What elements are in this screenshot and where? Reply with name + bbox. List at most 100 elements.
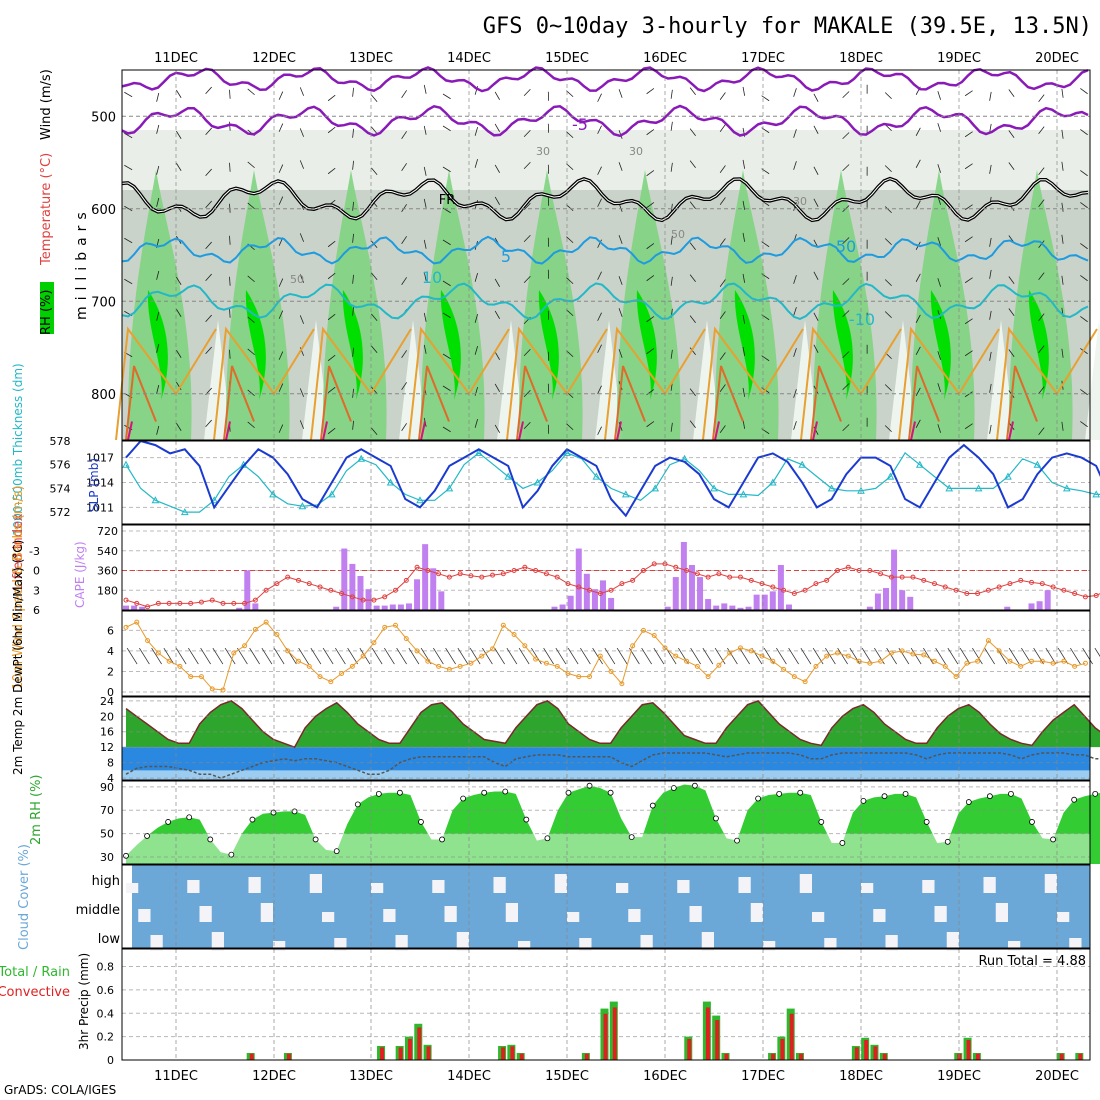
wind-barb xyxy=(689,388,696,396)
wind-barb xyxy=(793,88,797,97)
wind-barb xyxy=(793,275,797,284)
thickness-series-line xyxy=(125,452,1100,513)
surface-wind-barb xyxy=(800,647,812,665)
temperature-area xyxy=(126,700,1100,748)
thickness-point xyxy=(298,502,307,510)
li-point xyxy=(1007,581,1013,587)
wind-barb xyxy=(423,344,427,354)
temp-contour-15 xyxy=(604,326,706,441)
wind-barb xyxy=(1061,234,1064,244)
wind-barb xyxy=(719,197,726,205)
cloud-cover-bar xyxy=(1008,941,1021,951)
surface-wind-barb xyxy=(1057,647,1069,665)
wind-barb xyxy=(442,385,451,392)
tick-label-thickness: 578 xyxy=(50,435,71,448)
axis-label-temp2m: 2m Temp 2m DewPt (6hr Min/Max) (°C) xyxy=(11,540,25,775)
wind-barb xyxy=(327,427,336,435)
wind-barb xyxy=(842,164,850,172)
rh2m-point xyxy=(1050,836,1056,843)
thickness-point xyxy=(151,496,160,504)
li-point xyxy=(824,577,830,583)
wind-barb xyxy=(1080,170,1088,177)
wind-barb xyxy=(205,86,212,95)
wind-barb xyxy=(1080,243,1088,250)
wind-barb xyxy=(597,385,602,394)
li-point xyxy=(1018,577,1024,583)
li-point xyxy=(1039,581,1045,587)
thickness-point xyxy=(504,472,513,480)
wind-speed-point xyxy=(360,653,366,659)
surface-wind-barb xyxy=(616,647,628,665)
surface-wind-barb xyxy=(408,647,420,665)
wind-barb xyxy=(1008,308,1015,316)
cloud-cover-bar xyxy=(150,935,163,951)
tick-label: 500 xyxy=(91,110,116,125)
precip-convective-bar xyxy=(584,1053,589,1060)
wind-speed-point xyxy=(845,653,851,659)
cape-bar xyxy=(753,594,760,610)
cape-bar xyxy=(373,605,380,610)
li-point xyxy=(802,587,808,593)
surface-wind-barb xyxy=(433,647,444,665)
wind-barb xyxy=(442,125,451,132)
wind-barb xyxy=(278,424,284,433)
tick-label-li: 0 xyxy=(33,565,40,578)
temp-contour-20 xyxy=(712,365,744,441)
cloud-cover-bar xyxy=(689,906,702,922)
rh2m-point xyxy=(354,801,361,808)
surface-wind-barb xyxy=(702,647,714,665)
wind-barb xyxy=(842,351,850,359)
wind-barb xyxy=(176,276,182,285)
surface-wind-barb xyxy=(1008,647,1020,665)
wind-barb xyxy=(793,348,797,357)
wind-barb xyxy=(327,354,336,362)
wind-barb xyxy=(566,350,574,358)
cloud-cover-bar xyxy=(554,874,567,893)
temp-contour-20 xyxy=(125,365,157,441)
wind-barb xyxy=(371,345,378,354)
wind-barb xyxy=(646,243,655,250)
rh2m-point xyxy=(165,819,172,825)
wind-barb xyxy=(689,274,696,282)
wind-barb xyxy=(964,236,973,243)
cloud-cover-bar xyxy=(211,932,224,951)
wind-barb xyxy=(964,423,973,430)
wind-barb xyxy=(176,162,182,171)
wind-barb xyxy=(566,131,574,139)
surface-wind-barb xyxy=(445,647,456,665)
thickness-point xyxy=(974,484,983,492)
wind-barb xyxy=(646,275,655,282)
wind-barb xyxy=(423,198,427,208)
li-point xyxy=(382,594,388,600)
thickness-point xyxy=(416,496,424,504)
contour-label: FR xyxy=(439,193,456,208)
rh2m-point xyxy=(776,790,783,797)
wind-barb xyxy=(566,423,574,431)
surface-wind-barb xyxy=(457,647,469,665)
precip-convective-bar xyxy=(286,1053,291,1060)
wind-barb xyxy=(299,315,304,324)
rh2m-point xyxy=(1008,790,1014,797)
wind-barb xyxy=(597,125,602,134)
cape-bar xyxy=(1004,606,1011,610)
rh2m-point xyxy=(965,799,972,805)
cloud-cover-bar xyxy=(199,906,212,922)
cape-bar xyxy=(737,607,744,610)
cloud-cover-bar xyxy=(248,877,261,893)
date-label-bottom: 13DEC xyxy=(349,1069,393,1084)
wind-barb xyxy=(989,424,992,434)
wind-barb xyxy=(327,126,336,134)
thickness-point xyxy=(269,490,277,498)
temp-contour-15 xyxy=(408,326,510,441)
wind-speed-point xyxy=(554,663,560,669)
wind-barb xyxy=(989,351,992,361)
dewpoint-band-low xyxy=(122,770,1090,780)
thickness-point xyxy=(445,484,454,492)
wind-barb xyxy=(299,160,304,169)
cape-bar xyxy=(357,575,364,610)
wind-barb xyxy=(813,166,819,175)
run-total-label: Run Total = 4.88 xyxy=(978,954,1086,969)
wind-speed-point xyxy=(252,626,258,632)
wind-barb xyxy=(793,421,797,430)
li-point xyxy=(134,600,140,606)
